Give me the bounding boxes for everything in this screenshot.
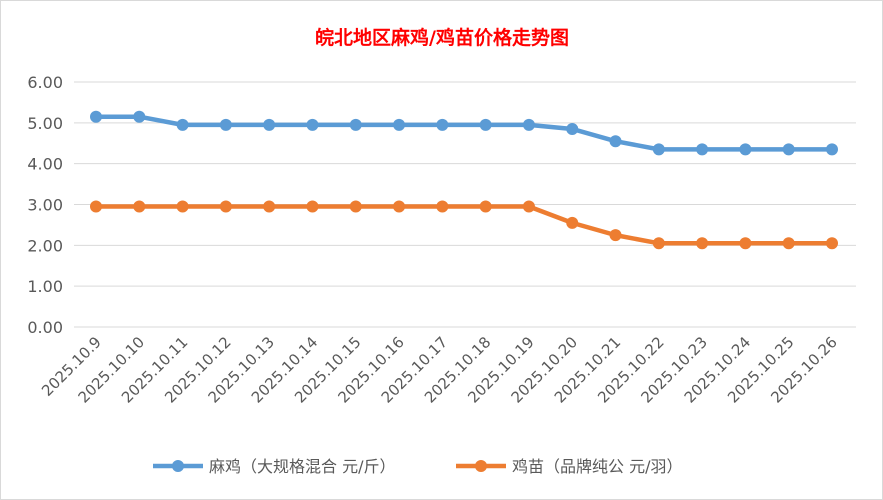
data-point [133,200,146,213]
y-tick-label: 1.00 [27,277,63,296]
data-point [133,110,146,123]
y-tick-label: 3.00 [27,196,63,215]
y-tick-label: 4.00 [27,155,63,174]
data-point [479,118,492,131]
data-point [522,118,535,131]
chart-title: 皖北地区麻鸡/鸡苗价格走势图 [315,26,569,49]
data-point [826,143,838,156]
legend-marker [172,460,184,472]
data-point [90,110,102,123]
series-line [96,204,832,246]
data-point [349,200,362,213]
data-point [609,229,622,242]
legend-label: 麻鸡（大规格混合 元/斤） [209,457,395,476]
data-point [176,200,189,213]
legend-marker [475,460,487,472]
data-point [739,237,752,250]
data-point [566,122,579,135]
data-point [566,216,579,229]
data-point [349,118,362,131]
data-point [696,237,709,250]
series-line [96,114,832,152]
data-point [306,200,319,213]
data-point [782,237,795,250]
legend-label: 鸡苗（品牌纯公 元/羽） [512,457,682,476]
data-point [219,200,232,213]
data-point [393,200,406,213]
data-point [263,200,276,213]
y-tick-label: 2.00 [27,236,63,255]
data-point [306,118,319,131]
data-point [219,118,232,131]
data-point [522,200,535,213]
data-point [782,143,795,156]
data-point [436,200,449,213]
data-point [263,118,276,131]
data-point [90,200,102,213]
data-point [609,135,622,148]
y-tick-label: 0.00 [27,318,63,337]
data-point [479,200,492,213]
data-point [176,118,189,131]
data-point [826,237,838,250]
data-point [652,237,665,250]
y-tick-label: 6.00 [27,73,63,92]
data-point [436,118,449,131]
data-point [393,118,406,131]
y-tick-label: 5.00 [27,114,63,133]
data-point [652,143,665,156]
data-point [696,143,709,156]
data-point [739,143,752,156]
